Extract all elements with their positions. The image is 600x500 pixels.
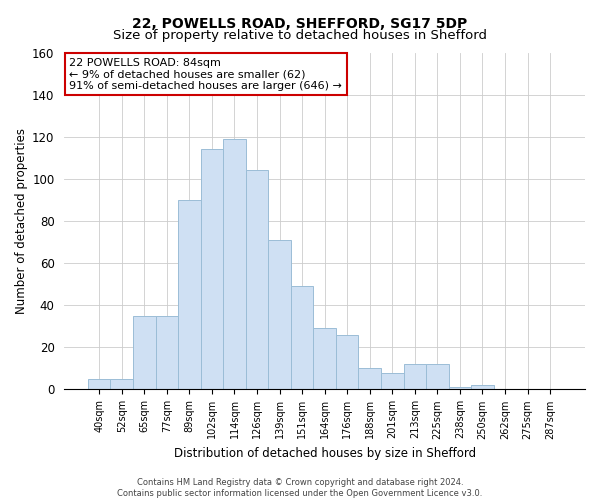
Text: 22 POWELLS ROAD: 84sqm
← 9% of detached houses are smaller (62)
91% of semi-deta: 22 POWELLS ROAD: 84sqm ← 9% of detached … — [70, 58, 343, 91]
Bar — [200, 150, 223, 390]
Bar — [110, 379, 133, 390]
Bar — [268, 240, 291, 390]
Bar — [336, 334, 358, 390]
Text: Contains HM Land Registry data © Crown copyright and database right 2024.
Contai: Contains HM Land Registry data © Crown c… — [118, 478, 482, 498]
Text: 22, POWELLS ROAD, SHEFFORD, SG17 5DP: 22, POWELLS ROAD, SHEFFORD, SG17 5DP — [133, 18, 467, 32]
X-axis label: Distribution of detached houses by size in Shefford: Distribution of detached houses by size … — [173, 447, 476, 460]
Bar — [313, 328, 336, 390]
Bar — [88, 379, 110, 390]
Bar — [471, 385, 494, 390]
Bar — [178, 200, 200, 390]
Bar — [155, 316, 178, 390]
Bar — [449, 388, 471, 390]
Bar — [223, 139, 246, 390]
Y-axis label: Number of detached properties: Number of detached properties — [15, 128, 28, 314]
Bar — [426, 364, 449, 390]
Bar — [246, 170, 268, 390]
Bar — [133, 316, 155, 390]
Bar — [381, 372, 404, 390]
Bar — [404, 364, 426, 390]
Bar — [358, 368, 381, 390]
Text: Size of property relative to detached houses in Shefford: Size of property relative to detached ho… — [113, 29, 487, 42]
Bar — [291, 286, 313, 390]
